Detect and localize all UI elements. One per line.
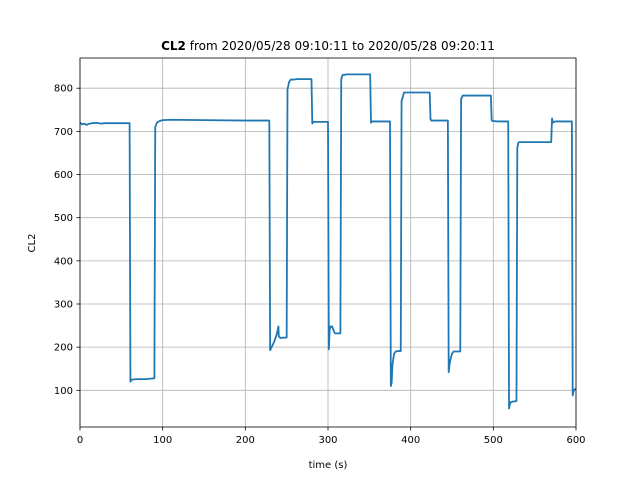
y-tick-label: 200 xyxy=(54,343,73,354)
y-tick-label: 700 xyxy=(54,127,73,138)
x-axis-label: time (s) xyxy=(309,460,348,471)
series-line xyxy=(79,73,577,410)
y-tick-label: 600 xyxy=(54,170,73,181)
y-tick-label: 500 xyxy=(54,213,73,224)
y-tick-label: 800 xyxy=(54,84,73,95)
x-tick-label: 200 xyxy=(236,435,255,446)
y-tick-label: 400 xyxy=(54,256,73,267)
x-tick-label: 400 xyxy=(401,435,420,446)
chart-title: CL2 from 2020/05/28 09:10:11 to 2020/05/… xyxy=(161,39,495,53)
x-axis: 0 100 200 300 400 500 600 xyxy=(77,427,586,446)
y-axis: 100 200 300 400 500 600 700 800 xyxy=(54,84,80,397)
x-tick-label: 500 xyxy=(484,435,503,446)
chart-title-bold: CL2 xyxy=(161,39,186,53)
y-tick-label: 300 xyxy=(54,300,73,311)
data-layer xyxy=(79,73,577,410)
y-axis-label: CL2 xyxy=(27,234,38,253)
y-tick-label: 100 xyxy=(54,386,73,397)
chart-title-rest: from 2020/05/28 09:10:11 to 2020/05/28 0… xyxy=(186,39,495,53)
x-tick-label: 600 xyxy=(566,435,585,446)
x-tick-label: 0 xyxy=(77,435,83,446)
x-tick-label: 300 xyxy=(318,435,337,446)
x-tick-label: 100 xyxy=(153,435,172,446)
